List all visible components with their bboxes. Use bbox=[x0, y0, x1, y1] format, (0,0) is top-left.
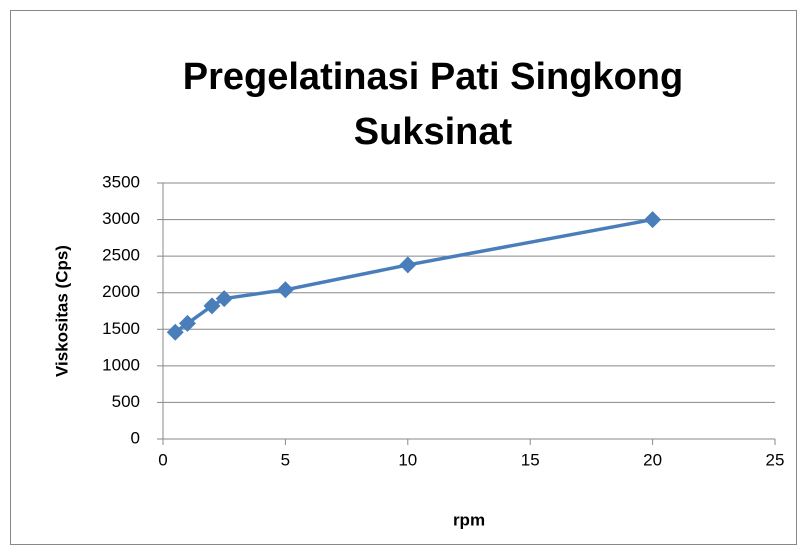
data-point bbox=[276, 281, 294, 299]
y-axis-label: Viskositas (Cps) bbox=[52, 245, 71, 377]
data-point bbox=[644, 211, 662, 229]
y-tick-label: 3500 bbox=[102, 172, 140, 191]
x-tick-label: 0 bbox=[158, 450, 167, 469]
y-tick-label: 500 bbox=[112, 392, 140, 411]
x-tick-label: 25 bbox=[766, 450, 785, 469]
y-tick-label: 0 bbox=[131, 428, 140, 447]
chart-border bbox=[10, 10, 797, 545]
chart-title: Pregelatinasi Pati Singkong Suksinat bbox=[182, 56, 684, 153]
data-point bbox=[166, 323, 184, 341]
y-tick-label: 1000 bbox=[102, 355, 140, 374]
data-point bbox=[215, 290, 233, 308]
x-tick-label: 10 bbox=[398, 450, 417, 469]
x-axis-label: rpm bbox=[453, 510, 485, 529]
y-tick-label: 2000 bbox=[102, 282, 140, 301]
y-tick-label: 1500 bbox=[102, 319, 140, 338]
x-tick-label: 20 bbox=[643, 450, 662, 469]
y-tick-label: 2500 bbox=[102, 246, 140, 265]
data-point bbox=[178, 314, 196, 332]
x-tick-label: 5 bbox=[281, 450, 290, 469]
x-tick-label: 15 bbox=[521, 450, 540, 469]
data-point bbox=[203, 297, 221, 315]
data-point bbox=[399, 256, 417, 274]
y-tick-label: 3000 bbox=[102, 209, 140, 228]
